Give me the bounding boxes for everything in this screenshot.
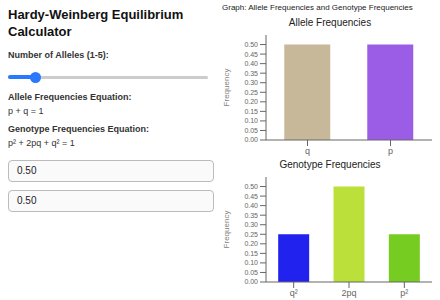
svg-text:0.00: 0.00 (244, 136, 258, 143)
svg-text:0.10: 0.10 (244, 117, 258, 124)
svg-text:0.50: 0.50 (244, 183, 258, 190)
svg-text:q: q (305, 146, 310, 156)
svg-text:0.05: 0.05 (244, 269, 258, 276)
svg-text:0.50: 0.50 (244, 41, 258, 48)
svg-text:Frequency: Frequency (222, 211, 231, 249)
svg-text:0.25: 0.25 (244, 231, 258, 238)
html-text:Hardy-Weinberg Equilibrium: Hardy-Weinberg Equilibrium (8, 7, 184, 22)
svg-text:0.10: 0.10 (244, 259, 258, 266)
svg-text:0.05: 0.05 (244, 127, 258, 134)
svg-text:0.30: 0.30 (244, 79, 258, 86)
svg-text:0.45: 0.45 (244, 193, 258, 200)
svg-text:0.40: 0.40 (244, 202, 258, 209)
html-text:Calculator: Calculator (8, 24, 72, 39)
html-text:Allele Frequencies: Allele Frequencies (288, 17, 372, 28)
html-text:0.50: 0.50 (17, 165, 37, 176)
svg-text:0.35: 0.35 (244, 70, 258, 77)
html-text:Genotype Frequencies Equation:: Genotype Frequencies Equation: (8, 124, 149, 134)
svg-text:0.15: 0.15 (244, 108, 258, 115)
svg-text:0.15: 0.15 (244, 250, 258, 257)
html-text:p² + 2pq + q² = 1: p² + 2pq + q² = 1 (8, 138, 75, 148)
svg-text:0.00: 0.00 (244, 278, 258, 285)
svg-text:q²: q² (290, 288, 298, 298)
html-text:p + q = 1: p + q = 1 (8, 106, 44, 116)
svg-text:0.30: 0.30 (244, 221, 258, 228)
svg-text:0.40: 0.40 (244, 60, 258, 67)
svg-text:Frequency: Frequency (222, 69, 231, 107)
svg-text:0.20: 0.20 (244, 98, 258, 105)
html-text:Genotype Frequencies: Genotype Frequencies (279, 159, 381, 170)
svg-text:p²: p² (400, 288, 408, 298)
svg-text:p: p (388, 146, 393, 156)
svg-text:0.25: 0.25 (244, 89, 258, 96)
html-text:Allele Frequencies Equation:: Allele Frequencies Equation: (8, 92, 132, 102)
svg-text:2pq: 2pq (341, 288, 356, 298)
svg-text:0.20: 0.20 (244, 240, 258, 247)
html-text:Graph: Allele Frequencies and: Graph: Allele Frequencies and Genotype F… (222, 3, 413, 12)
html-text:Number of Alleles (1-5):: Number of Alleles (1-5): (8, 50, 109, 60)
svg-text:0.35: 0.35 (244, 212, 258, 219)
html-text:0.50: 0.50 (17, 195, 37, 206)
svg-text:0.45: 0.45 (244, 51, 258, 58)
